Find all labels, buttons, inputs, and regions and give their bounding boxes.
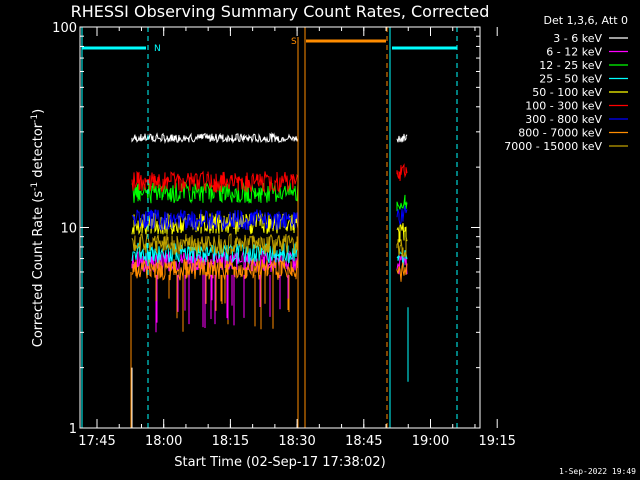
series-line-8-seg2 — [396, 237, 408, 258]
legend-label-4: 50 - 100 keV — [532, 86, 602, 99]
series-line-5-seg1 — [131, 170, 299, 194]
y-tick-label: 10 — [60, 222, 77, 237]
series-line-6-seg1 — [131, 209, 299, 232]
legend-label-1: 6 - 12 keV — [546, 46, 602, 59]
series-line-8-seg1 — [131, 233, 299, 255]
series-line-6-seg2 — [396, 205, 408, 226]
y-axis-label-mid: detector — [31, 122, 46, 182]
x-tick-label: 18:15 — [212, 434, 249, 449]
marker-n-label: N — [154, 44, 161, 54]
footer-timestamp: 1-Sep-2022 19:49 — [559, 467, 636, 476]
series-line-5-seg2 — [396, 163, 408, 182]
x-tick-label: 19:00 — [412, 434, 449, 449]
y-axis-label-sup1: -1 — [30, 182, 40, 191]
x-tick-label: 19:15 — [478, 434, 515, 449]
series-line-2-seg1 — [131, 181, 299, 204]
x-tick-label: 18:00 — [145, 434, 182, 449]
legend-label-5: 100 - 300 keV — [525, 100, 602, 113]
y-axis-label-main: Corrected Count Rate (s — [31, 191, 46, 348]
axes: 1 10 100 17:45 18:00 18:15 18:30 18:45 19:00 19:1… — [52, 21, 516, 449]
x-tick-label: 17:45 — [78, 434, 115, 449]
series-line-4-seg2 — [396, 222, 408, 243]
marker-s-label: S — [291, 37, 297, 47]
x-tick-label: 18:45 — [345, 434, 382, 449]
legend-label-8: 7000 - 15000 keV — [504, 140, 602, 153]
series-line-7-seg2 — [396, 262, 408, 282]
legend-label-3: 25 - 50 keV — [539, 73, 602, 86]
legend-label-7: 800 - 7000 keV — [518, 127, 602, 140]
x-axis-label: Start Time (02-Sep-17 17:38:02) — [174, 455, 385, 470]
series-line-0-seg1 — [131, 132, 299, 145]
plot-area: NS — [81, 27, 458, 428]
y-tick-label: 1 — [69, 422, 77, 437]
series-line-0-seg2 — [396, 133, 408, 143]
legend-label-6: 300 - 800 keV — [525, 113, 602, 126]
x-tick-label: 18:30 — [278, 434, 315, 449]
y-tick-label: 100 — [52, 21, 77, 36]
series-line-2-seg2 — [396, 194, 408, 212]
series-line-7-seg1 — [131, 257, 299, 281]
y-axis-label-end: ) — [31, 109, 46, 114]
legend-label-0: 3 - 6 keV — [553, 32, 602, 45]
legend-header: Det 1,3,6, Att 0 — [544, 14, 628, 27]
series-line-3-seg1 — [131, 242, 299, 264]
legend-label-2: 12 - 25 keV — [539, 59, 602, 72]
chart-title: RHESSI Observing Summary Count Rates, Co… — [71, 2, 490, 21]
y-axis-label-sup2: -1 — [30, 114, 40, 123]
y-axis-label: Corrected Count Rate (s-1 detector-1) — [30, 109, 46, 347]
